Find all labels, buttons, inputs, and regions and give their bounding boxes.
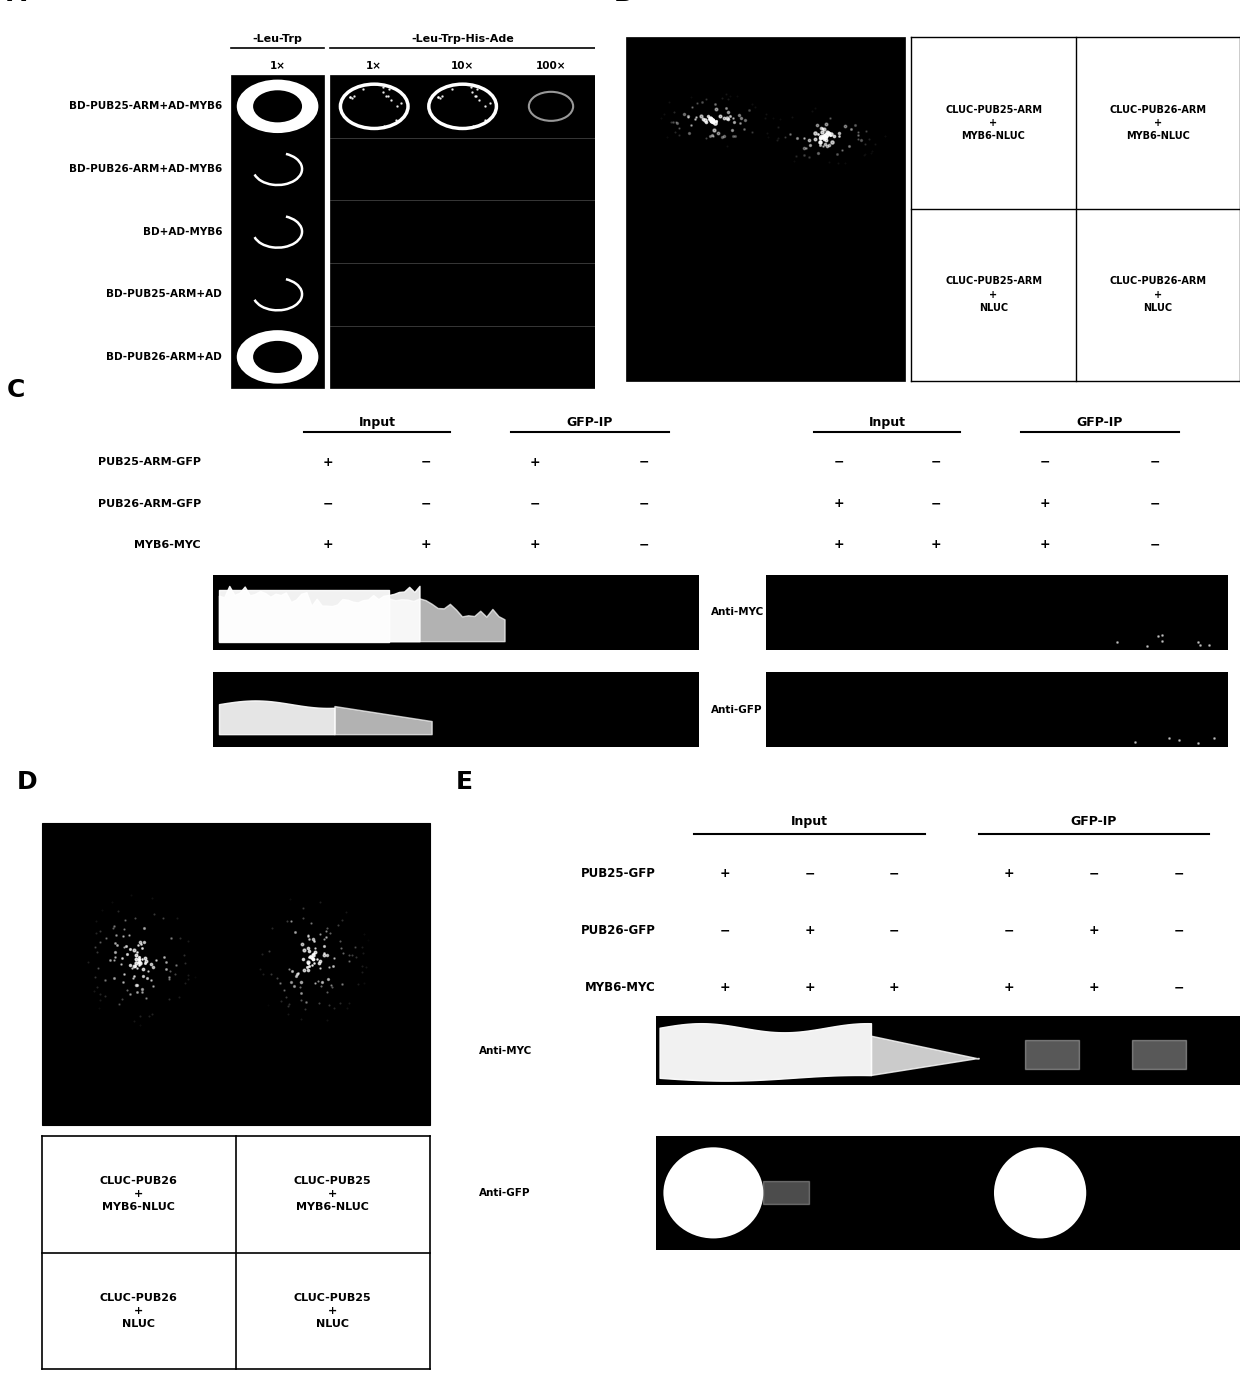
Text: CLUC-PUB25
+
NLUC: CLUC-PUB25 + NLUC — [294, 1293, 372, 1329]
Text: CLUC-PUB25-ARM
+
MYB6-NLUC: CLUC-PUB25-ARM + MYB6-NLUC — [945, 104, 1042, 140]
Text: CLUC-PUB26-ARM
+
MYB6-NLUC: CLUC-PUB26-ARM + MYB6-NLUC — [1110, 104, 1207, 140]
Text: PUB25-GFP: PUB25-GFP — [580, 868, 656, 881]
Text: GFP-IP: GFP-IP — [1076, 415, 1123, 428]
Text: −: − — [420, 456, 430, 468]
Text: −: − — [639, 497, 650, 510]
Text: +: + — [1004, 982, 1014, 995]
Bar — [656, 1017, 1240, 1085]
Bar — [213, 575, 699, 650]
Text: Input: Input — [791, 815, 828, 828]
Text: −: − — [1040, 456, 1050, 468]
Ellipse shape — [994, 1147, 1086, 1239]
Bar — [213, 672, 699, 747]
Text: CLUC-PUB26-ARM
+
NLUC: CLUC-PUB26-ARM + NLUC — [1110, 276, 1207, 313]
Ellipse shape — [663, 1147, 764, 1239]
Text: -Leu-Trp-His-Ade: -Leu-Trp-His-Ade — [412, 35, 515, 44]
Text: 100×: 100× — [536, 61, 567, 71]
Text: +: + — [1004, 868, 1014, 881]
Text: −: − — [529, 497, 541, 510]
Text: BD-PUB25-ARM+AD: BD-PUB25-ARM+AD — [107, 289, 222, 299]
Circle shape — [237, 79, 319, 133]
Text: −: − — [719, 925, 730, 938]
Text: +: + — [805, 925, 815, 938]
Text: −: − — [639, 539, 650, 551]
Text: CLUC-PUB25-ARM
+
NLUC: CLUC-PUB25-ARM + NLUC — [945, 276, 1042, 313]
Bar — [766, 672, 1228, 747]
Text: CLUC-PUB25
+
MYB6-NLUC: CLUC-PUB25 + MYB6-NLUC — [294, 1176, 372, 1213]
Text: −: − — [1149, 456, 1159, 468]
Text: Anti-GFP: Anti-GFP — [479, 1188, 531, 1197]
Text: +: + — [719, 868, 730, 881]
Bar — [626, 38, 905, 381]
Text: BD-PUB26-ARM+AD: BD-PUB26-ARM+AD — [107, 351, 222, 363]
Text: +: + — [529, 539, 541, 551]
Bar — [231, 75, 324, 389]
Text: −: − — [1173, 868, 1184, 881]
Text: 10×: 10× — [451, 61, 474, 71]
Text: Input: Input — [869, 415, 906, 428]
Text: +: + — [1089, 925, 1099, 938]
Text: +: + — [1040, 497, 1050, 510]
Text: Anti-GFP: Anti-GFP — [711, 704, 763, 715]
Text: Input: Input — [358, 415, 396, 428]
Text: 1×: 1× — [366, 61, 382, 71]
Text: CLUC-PUB26
+
NLUC: CLUC-PUB26 + NLUC — [99, 1293, 177, 1329]
Text: −: − — [1149, 497, 1159, 510]
Text: PUB26-GFP: PUB26-GFP — [580, 925, 656, 938]
Bar — [766, 575, 1228, 650]
Text: MYB6-MYC: MYB6-MYC — [585, 982, 656, 995]
Text: +: + — [420, 539, 430, 551]
Circle shape — [253, 90, 303, 122]
Text: +: + — [833, 539, 844, 551]
Text: B: B — [614, 0, 632, 7]
Text: Anti-MYC: Anti-MYC — [479, 1046, 532, 1056]
Text: −: − — [1089, 868, 1099, 881]
Bar — [330, 75, 595, 389]
Text: −: − — [931, 497, 941, 510]
Text: GFP-IP: GFP-IP — [1071, 815, 1117, 828]
Bar — [656, 1136, 1240, 1250]
Circle shape — [237, 331, 319, 383]
Text: −: − — [889, 925, 899, 938]
Text: CLUC-PUB26
+
MYB6-NLUC: CLUC-PUB26 + MYB6-NLUC — [99, 1176, 177, 1213]
Text: −: − — [833, 456, 844, 468]
Text: +: + — [833, 497, 844, 510]
Text: +: + — [324, 456, 334, 468]
Text: D: D — [16, 771, 37, 795]
Text: −: − — [1173, 982, 1184, 995]
Circle shape — [253, 340, 303, 374]
Text: C: C — [6, 378, 25, 403]
Text: PUB25-ARM-GFP: PUB25-ARM-GFP — [98, 457, 201, 467]
Text: +: + — [931, 539, 941, 551]
Text: +: + — [1089, 982, 1099, 995]
Text: A: A — [6, 0, 26, 7]
Text: +: + — [719, 982, 730, 995]
Text: +: + — [805, 982, 815, 995]
Text: -Leu-Trp: -Leu-Trp — [253, 35, 303, 44]
Text: BD-PUB25-ARM+AD-MYB6: BD-PUB25-ARM+AD-MYB6 — [69, 101, 222, 111]
Text: −: − — [931, 456, 941, 468]
Text: PUB26-ARM-GFP: PUB26-ARM-GFP — [98, 499, 201, 508]
Text: MYB6-MYC: MYB6-MYC — [134, 540, 201, 550]
Text: 1×: 1× — [269, 61, 285, 71]
Text: GFP-IP: GFP-IP — [567, 415, 613, 428]
Text: BD-PUB26-ARM+AD-MYB6: BD-PUB26-ARM+AD-MYB6 — [69, 164, 222, 174]
Text: −: − — [1149, 539, 1159, 551]
Text: BD+AD-MYB6: BD+AD-MYB6 — [143, 226, 222, 236]
Text: +: + — [529, 456, 541, 468]
Text: −: − — [1004, 925, 1014, 938]
Text: −: − — [805, 868, 815, 881]
Text: +: + — [889, 982, 899, 995]
Text: +: + — [1040, 539, 1050, 551]
Bar — [42, 822, 429, 1125]
Text: −: − — [1173, 925, 1184, 938]
Text: −: − — [889, 868, 899, 881]
Text: +: + — [324, 539, 334, 551]
Text: Anti-MYC: Anti-MYC — [711, 607, 764, 617]
Text: −: − — [639, 456, 650, 468]
Text: E: E — [456, 771, 472, 795]
Text: −: − — [324, 497, 334, 510]
Text: −: − — [420, 497, 430, 510]
